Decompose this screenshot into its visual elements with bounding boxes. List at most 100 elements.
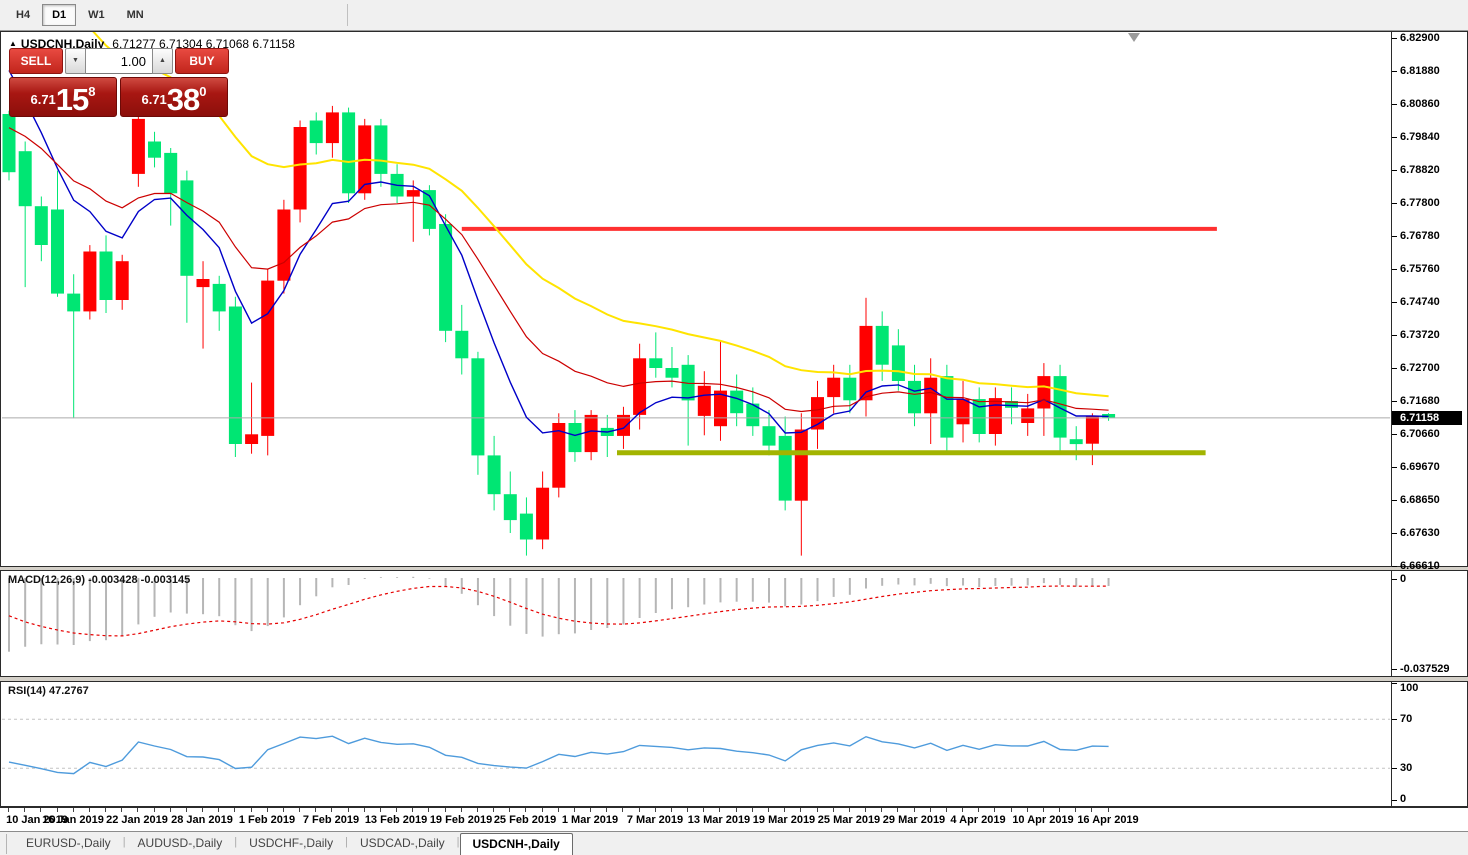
rsi-tick bbox=[1392, 683, 1397, 685]
date-tick bbox=[202, 808, 203, 812]
date-tick bbox=[477, 808, 478, 812]
volume-increase-icon[interactable]: ▲ bbox=[152, 48, 173, 74]
timeframe-tab-w1[interactable]: W1 bbox=[88, 9, 105, 21]
date-tick bbox=[655, 808, 656, 812]
price-tick-label: 6.75760 bbox=[1400, 263, 1440, 275]
price-tick bbox=[1392, 566, 1397, 567]
date-tick bbox=[542, 808, 543, 812]
date-tick bbox=[428, 808, 429, 812]
date-tick bbox=[89, 808, 90, 812]
date-tick bbox=[817, 808, 818, 812]
symbol-tab-usdcad[interactable]: USDCAD-,Daily bbox=[359, 836, 445, 850]
price-tick bbox=[1392, 71, 1397, 72]
price-tick-label: 6.77800 bbox=[1400, 197, 1440, 209]
date-tick bbox=[461, 808, 462, 812]
date-label: 19 Feb 2019 bbox=[429, 814, 493, 826]
date-tick bbox=[687, 808, 688, 812]
price-axis[interactable]: 6.71158 6.82900 6.81880 6.80860 6.79840 6.78… bbox=[1392, 31, 1468, 572]
macd-tick bbox=[1392, 579, 1397, 580]
date-tick bbox=[768, 808, 769, 812]
symbol-tab-usdchf[interactable]: USDCHF-,Daily bbox=[249, 836, 334, 850]
symbol-tab-audusd[interactable]: AUDUSD-,Daily bbox=[137, 836, 223, 850]
price-tick-label: 6.73720 bbox=[1400, 329, 1440, 341]
date-tick bbox=[962, 808, 963, 812]
buy-price-prefix: 6.71 bbox=[141, 92, 167, 107]
date-label: 25 Feb 2019 bbox=[493, 814, 557, 826]
price-chart-panel[interactable]: ▲ USDCNH,Daily 6.71277 6.71304 6.71068 6.7… bbox=[0, 31, 1392, 567]
timeframe-tab-mn[interactable]: MN bbox=[126, 9, 144, 21]
buy-price-button[interactable]: 6.71380 bbox=[120, 77, 228, 117]
price-tick-label: 6.69670 bbox=[1400, 461, 1440, 473]
rsi-plot[interactable] bbox=[1, 682, 1391, 806]
date-tick bbox=[57, 808, 58, 812]
date-tick bbox=[8, 808, 9, 812]
buy-price-point: 0 bbox=[199, 84, 207, 99]
rsi-axis[interactable]: 100 70 30 0 bbox=[1392, 681, 1468, 807]
macd-tick-label: -0.037529 bbox=[1400, 663, 1450, 675]
date-label: 13 Mar 2019 bbox=[687, 814, 751, 826]
volume-spinner: ▼ 1.00 ▲ bbox=[65, 48, 173, 74]
price-tick-label: 6.81880 bbox=[1400, 65, 1440, 77]
current-price-marker: 6.71158 bbox=[1392, 411, 1462, 425]
date-tick bbox=[800, 808, 801, 812]
sell-price-button[interactable]: 6.71158 bbox=[9, 77, 117, 117]
date-tick bbox=[703, 808, 704, 812]
date-label: 13 Feb 2019 bbox=[364, 814, 428, 826]
toolbar-separator bbox=[347, 4, 348, 26]
price-tick bbox=[1392, 170, 1397, 171]
chart-title: ▲ USDCNH,Daily 6.71277 6.71304 6.71068 6.7… bbox=[9, 37, 295, 51]
candlestick-chart[interactable] bbox=[1, 32, 1391, 566]
date-tick bbox=[186, 808, 187, 812]
date-label: 1 Mar 2019 bbox=[561, 814, 619, 826]
date-tick bbox=[752, 808, 753, 812]
date-tick bbox=[137, 808, 138, 812]
timeframe-tab-h4[interactable]: H4 bbox=[16, 9, 31, 21]
price-tick bbox=[1392, 533, 1397, 534]
autoscroll-marker-icon[interactable] bbox=[1128, 33, 1140, 42]
macd-panel[interactable]: MACD(12,26,9) -0.003428 -0.003145 bbox=[0, 570, 1392, 677]
rsi-tick-label: 70 bbox=[1400, 713, 1413, 726]
rsi-tick-label: 100 bbox=[1400, 682, 1419, 694]
date-tick bbox=[170, 808, 171, 812]
symbol-tab-usdcnh[interactable]: USDCNH-,Daily bbox=[459, 833, 573, 855]
date-tick bbox=[154, 808, 155, 812]
price-tick bbox=[1392, 368, 1397, 369]
one-click-trading-panel: SELL ▼ 1.00 ▲ BUY 6.71158 6.71380 bbox=[9, 48, 229, 117]
date-tick bbox=[1043, 808, 1044, 812]
macd-axis[interactable]: 0 -0.037529 bbox=[1392, 570, 1468, 677]
date-tick bbox=[849, 808, 850, 812]
timeframe-toolbar: H4 D1 W1 MN bbox=[0, 0, 1468, 31]
rsi-panel[interactable]: RSI(14) 47.2767 bbox=[0, 681, 1392, 807]
rsi-label: RSI(14) 47.2767 bbox=[8, 685, 89, 697]
date-label: 7 Mar 2019 bbox=[626, 814, 684, 826]
collapse-icon[interactable]: ▲ bbox=[9, 39, 17, 48]
date-label: 28 Jan 2019 bbox=[171, 814, 233, 826]
date-axis[interactable]: 10 Jan 2019 16 Jan 2019 22 Jan 2019 28 Jan … bbox=[0, 807, 1468, 831]
date-tick bbox=[24, 808, 25, 812]
volume-decrease-icon[interactable]: ▼ bbox=[65, 48, 86, 74]
macd-tick-label: 0 bbox=[1400, 573, 1407, 585]
date-tick bbox=[412, 808, 413, 812]
price-tick-label: 6.70660 bbox=[1400, 428, 1440, 440]
price-tick bbox=[1392, 104, 1397, 105]
date-tick bbox=[315, 808, 316, 812]
date-label: 10 Jan 2019 bbox=[6, 814, 68, 826]
date-tick bbox=[897, 808, 898, 812]
date-tick bbox=[105, 808, 106, 812]
sell-button[interactable]: SELL bbox=[9, 48, 63, 74]
price-tick-label: 6.76780 bbox=[1400, 230, 1440, 242]
date-tick bbox=[331, 808, 332, 812]
sell-price-point: 8 bbox=[88, 84, 96, 99]
date-tick bbox=[574, 808, 575, 812]
timeframe-tab-d1[interactable]: D1 bbox=[42, 4, 77, 26]
buy-button[interactable]: BUY bbox=[175, 48, 229, 74]
date-tick bbox=[833, 808, 834, 812]
price-tick bbox=[1392, 269, 1397, 270]
date-tick bbox=[946, 808, 947, 812]
symbol-tab-eurusd[interactable]: EURUSD-,Daily bbox=[26, 836, 111, 850]
volume-input[interactable]: 1.00 bbox=[86, 48, 152, 74]
date-tick bbox=[914, 808, 915, 812]
price-tick-label: 6.78820 bbox=[1400, 164, 1440, 176]
date-tick bbox=[1011, 808, 1012, 812]
macd-plot[interactable] bbox=[1, 571, 1391, 676]
